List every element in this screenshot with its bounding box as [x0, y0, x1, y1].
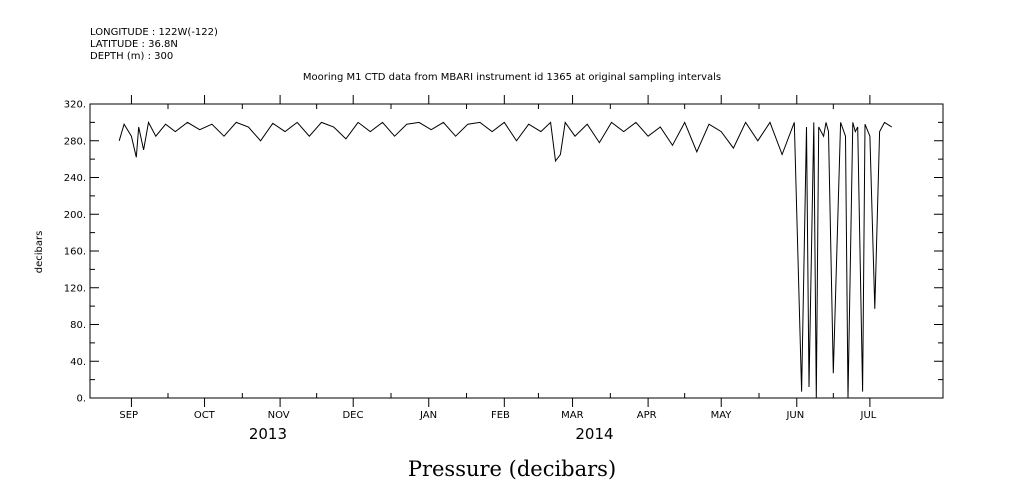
- y-tick-label: 40.: [70, 357, 86, 368]
- month-label: DEC: [342, 410, 363, 421]
- y-axis-label: decibars: [34, 231, 45, 274]
- month-label: JUL: [860, 410, 877, 421]
- x-axis-label: Pressure (decibars): [408, 457, 616, 481]
- month-label: NOV: [268, 410, 290, 421]
- month-label: OCT: [194, 410, 216, 421]
- longitude-label: LONGITUDE : 122W(-122): [90, 27, 218, 38]
- y-tick-label: 0.: [76, 394, 86, 405]
- y-tick-label: 320.: [64, 100, 86, 111]
- y-tick-label: 120.: [64, 283, 86, 294]
- pressure-series-line: [118, 120, 893, 399]
- y-tick-label: 240.: [64, 173, 86, 184]
- y-tick-label: 280.: [64, 136, 86, 147]
- month-label: JUN: [785, 410, 804, 421]
- data-series: [118, 120, 893, 399]
- latitude-label: LATITUDE : 36.8N: [90, 39, 178, 50]
- month-label: MAR: [561, 410, 583, 421]
- month-label: FEB: [491, 410, 510, 421]
- month-label: APR: [637, 410, 657, 421]
- axes: [89, 95, 944, 407]
- chart-title: Mooring M1 CTD data from MBARI instrumen…: [303, 72, 721, 83]
- month-label: JAN: [419, 410, 437, 421]
- y-tick-label: 80.: [70, 320, 86, 331]
- depth-label: DEPTH (m) : 300: [90, 51, 173, 62]
- year-label: 2013: [249, 425, 287, 443]
- month-label: SEP: [119, 410, 138, 421]
- y-tick-label: 200.: [64, 210, 86, 221]
- month-label: MAY: [711, 410, 733, 421]
- year-label: 2014: [575, 425, 613, 443]
- x-tick-labels: SEP OCT NOV DEC JAN FEB MAR APR MAY JUN JUL 2013 201…: [119, 410, 876, 443]
- y-tick-label: 160.: [64, 247, 86, 258]
- y-tick-labels: 0. 40. 80. 120. 160. 200. 240. 280. 320.: [64, 100, 86, 405]
